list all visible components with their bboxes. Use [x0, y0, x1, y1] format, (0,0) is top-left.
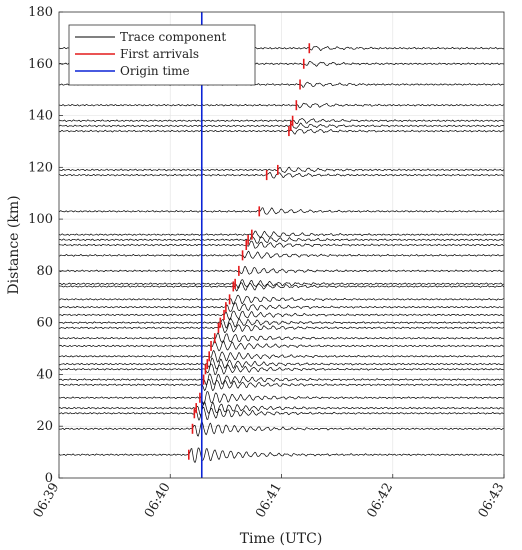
x-tick-label: 06:39	[31, 481, 63, 521]
trace-line	[58, 128, 504, 135]
trace-line	[58, 282, 505, 292]
trace-line	[58, 118, 504, 125]
legend-label-arrivals: First arrivals	[120, 47, 199, 61]
trace-line	[58, 340, 504, 352]
x-tick-label: 06:40	[142, 481, 174, 521]
y-axis-title: Distance (km)	[6, 195, 22, 294]
trace-line	[58, 235, 505, 244]
trace-line	[58, 401, 504, 417]
y-tick-label: 20	[36, 419, 53, 434]
trace-line	[58, 122, 504, 129]
y-tick-label: 160	[28, 57, 53, 72]
trace-line	[58, 240, 504, 249]
trace-line	[58, 250, 504, 259]
x-tick-label: 06:43	[476, 481, 508, 521]
trace-line	[58, 363, 504, 376]
trace-components	[58, 45, 505, 464]
trace-line	[58, 279, 504, 290]
x-axis: 06:39 06:40 06:41 06:42 06:43	[31, 474, 508, 521]
legend-label-origin: Origin time	[120, 64, 190, 78]
x-axis-title: Time (UTC)	[240, 531, 323, 547]
trace-line	[58, 373, 504, 386]
first-arrival-markers	[187, 43, 311, 460]
y-tick-label: 40	[36, 367, 53, 382]
trace-line	[58, 172, 504, 179]
trace-line	[58, 310, 504, 321]
trace-line	[58, 447, 505, 464]
legend: Trace component First arrivals Origin ti…	[68, 24, 256, 86]
x-tick-label: 06:41	[253, 481, 285, 521]
legend-label-trace: Trace component	[120, 30, 226, 44]
trace-line	[58, 207, 504, 215]
y-axis: 0 20 40 60 80 100 120 140 160 180	[28, 5, 63, 486]
trace-line	[58, 391, 505, 405]
trace-line	[58, 406, 504, 421]
y-tick-label: 0	[45, 471, 53, 486]
trace-line	[58, 350, 505, 363]
trace-line	[58, 322, 504, 333]
trace-line	[58, 379, 505, 392]
trace-line	[58, 230, 504, 239]
y-tick-label: 60	[36, 316, 53, 331]
y-tick-label: 140	[28, 109, 53, 124]
trace-line	[58, 166, 505, 173]
y-tick-label: 80	[36, 264, 53, 279]
legend-box	[68, 24, 256, 86]
trace-line	[58, 317, 505, 329]
trace-line	[58, 332, 504, 343]
trace-line	[58, 357, 505, 370]
trace-line	[58, 266, 504, 275]
trace-line	[58, 421, 504, 437]
trace-line	[58, 302, 504, 312]
y-tick-label: 180	[28, 5, 53, 20]
trace-line	[58, 102, 504, 109]
y-tick-label: 120	[28, 160, 53, 175]
trace-line	[58, 294, 504, 305]
x-tick-label: 06:42	[364, 481, 396, 521]
y-tick-label: 100	[28, 212, 53, 227]
